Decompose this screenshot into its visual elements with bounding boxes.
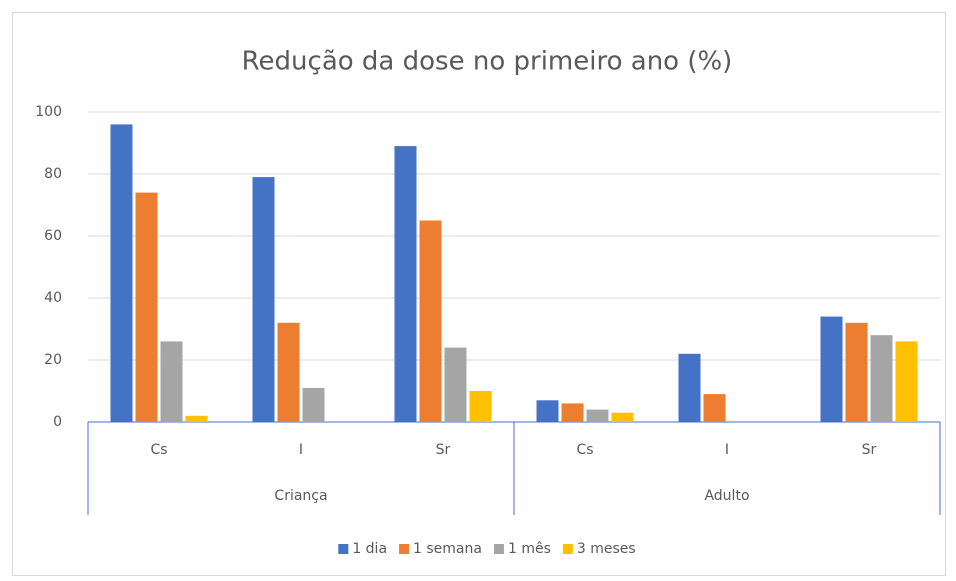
bar (561, 403, 584, 422)
y-tick-label: 100 (35, 104, 62, 120)
bar (870, 335, 893, 422)
bar (444, 347, 467, 422)
legend-swatch (338, 544, 349, 554)
bar (252, 177, 275, 422)
legend-swatch (493, 544, 504, 554)
y-tick-label: 60 (44, 228, 62, 244)
bar (536, 400, 559, 422)
x-tick-label: I (299, 442, 303, 458)
legend-swatch (562, 544, 573, 554)
legend-item: 1 dia (338, 541, 387, 557)
bar (419, 220, 442, 422)
x-tick-label: Sr (862, 442, 877, 458)
legend-item: 3 meses (562, 541, 636, 557)
x-tick-label: Sr (436, 442, 451, 458)
group-label: Adulto (704, 488, 749, 504)
bar (895, 341, 918, 422)
bar (394, 146, 417, 422)
bar (678, 353, 701, 422)
bar (703, 394, 726, 422)
y-tick-label: 40 (44, 290, 62, 306)
x-tick-label: I (725, 442, 729, 458)
y-tick-label: 80 (44, 166, 62, 182)
bar (135, 192, 158, 422)
legend-label: 1 semana (413, 541, 482, 557)
x-tick-label: Cs (576, 442, 593, 458)
legend-item: 1 semana (399, 541, 482, 557)
group-label: Criança (274, 488, 327, 504)
legend-label: 3 meses (577, 541, 636, 557)
bar (820, 316, 843, 422)
legend-swatch (399, 544, 410, 554)
x-tick-label: Cs (150, 442, 167, 458)
bar (302, 387, 325, 422)
chart-border (12, 12, 946, 576)
legend-label: 1 mês (508, 541, 551, 557)
bar (160, 341, 183, 422)
y-tick-label: 20 (44, 352, 62, 368)
bar (277, 322, 300, 422)
bar (185, 415, 208, 422)
legend-item: 1 mês (493, 541, 551, 557)
bar (845, 322, 868, 422)
chart-title: Redução da dose no primeiro ano (%) (242, 47, 733, 77)
bar (469, 391, 492, 422)
bar (110, 124, 133, 423)
legend-label: 1 dia (352, 541, 387, 557)
y-tick-label: 0 (53, 414, 62, 430)
bar (611, 412, 634, 422)
bar (586, 409, 609, 422)
